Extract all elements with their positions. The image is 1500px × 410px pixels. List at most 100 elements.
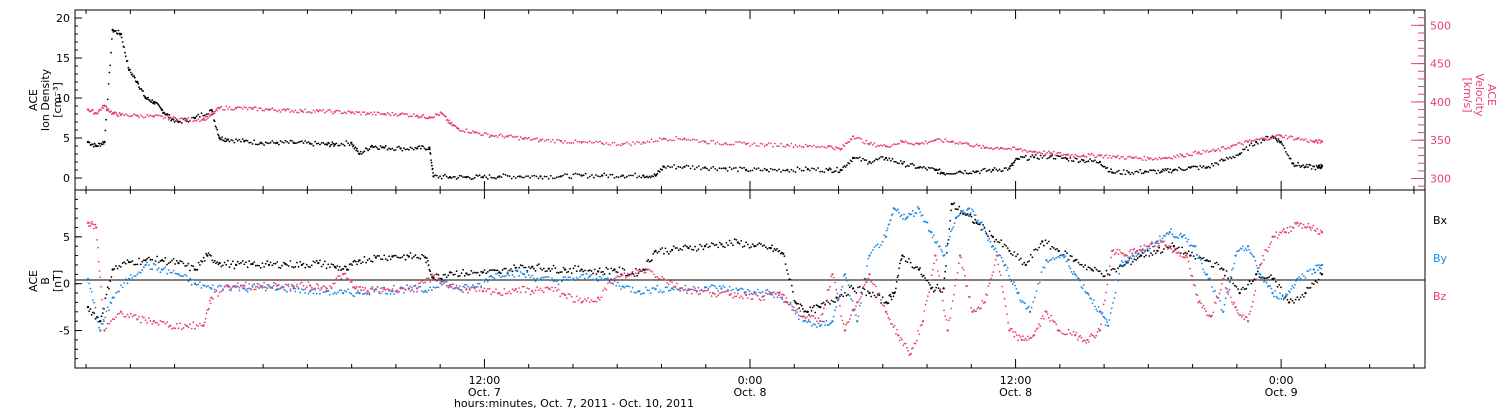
field-bz-point: [686, 292, 688, 295]
field-bz-point: [643, 271, 645, 274]
velocity-point: [613, 141, 616, 144]
field-bz-point: [1152, 245, 1154, 248]
velocity-point: [1071, 153, 1073, 156]
density-point: [337, 144, 339, 147]
field-by-point: [603, 278, 606, 281]
field-by-point: [549, 279, 552, 282]
field-by-point: [848, 294, 851, 297]
field-bx-point: [1011, 254, 1014, 256]
field-bx-point: [590, 270, 593, 272]
density-point: [1100, 163, 1102, 166]
field-bx-point: [998, 241, 1001, 244]
field-bx-point: [416, 256, 418, 259]
field-bx-point: [248, 260, 251, 262]
velocity-point: [970, 145, 973, 148]
density-point: [969, 172, 971, 175]
field-by-point: [439, 282, 441, 285]
velocity-point: [1028, 150, 1030, 153]
field-bz-point: [506, 292, 509, 295]
field-by-point: [1317, 269, 1319, 272]
velocity-point: [1127, 156, 1129, 158]
field-bx-point: [124, 262, 127, 265]
field-bz-point: [1043, 317, 1045, 320]
field-by-point: [835, 306, 838, 308]
density-point: [1225, 156, 1228, 159]
field-bx-point: [467, 273, 469, 276]
velocity-point: [460, 130, 463, 132]
density-point: [115, 29, 117, 32]
field-bx-point: [942, 287, 945, 290]
velocity-point: [500, 133, 502, 136]
field-bz-point: [958, 254, 962, 257]
density-point: [1181, 168, 1183, 171]
density-point: [498, 175, 501, 178]
density-point: [356, 150, 359, 153]
field-bz-point: [610, 282, 613, 285]
velocity-point: [1303, 139, 1305, 142]
field-bz-point: [866, 281, 868, 283]
field-bz-point: [258, 283, 260, 286]
field-bz-point: [205, 312, 208, 315]
field-by-point: [526, 271, 529, 274]
density-point: [710, 167, 713, 170]
density-point: [1199, 165, 1202, 167]
field-by-point: [157, 267, 160, 269]
field-by-point: [314, 287, 316, 290]
velocity-point: [1191, 154, 1193, 157]
field-bx-point: [223, 261, 226, 264]
field-bx-point: [980, 229, 983, 231]
density-point: [1163, 169, 1165, 172]
field-bx-point: [1245, 287, 1248, 290]
field-bz-point: [1226, 287, 1228, 290]
density-point: [92, 145, 95, 148]
field-bz-point: [210, 296, 213, 299]
velocity-point: [281, 109, 283, 111]
field-bx-point: [90, 313, 93, 316]
density-point: [197, 113, 200, 116]
velocity-point: [1210, 150, 1213, 152]
density-point: [279, 140, 282, 142]
field-by-point: [1263, 280, 1265, 283]
density-point: [123, 46, 126, 48]
field-bz-point: [845, 323, 847, 326]
field-bz-point: [768, 290, 771, 293]
density-point: [1011, 162, 1013, 165]
density-point: [378, 148, 381, 151]
field-bz-point: [957, 262, 960, 265]
field-by-point: [664, 286, 667, 289]
field-bz-point: [172, 327, 175, 329]
field-by-point: [115, 292, 117, 294]
density-point: [1074, 157, 1077, 160]
velocity-point: [126, 114, 129, 117]
density-point: [180, 122, 183, 124]
field-bx-point: [462, 268, 464, 271]
density-point: [932, 167, 935, 170]
field-bz-point: [166, 321, 168, 324]
velocity-point: [985, 146, 988, 149]
density-point: [960, 171, 963, 174]
field-by-point: [276, 288, 279, 291]
field-by-point: [1103, 317, 1106, 320]
density-point: [825, 167, 828, 170]
field-bx-point: [1252, 280, 1254, 283]
density-point: [1079, 160, 1081, 163]
velocity-point: [884, 145, 888, 148]
field-by-point: [1015, 288, 1018, 290]
field-bz-point: [638, 270, 641, 273]
density-axis-title: ACE Ion Density [cm⁻³]: [27, 68, 64, 131]
field-bx-point: [267, 263, 271, 267]
field-by-point: [1050, 258, 1053, 261]
field-bz-point: [1189, 267, 1191, 270]
field-bz-point: [1201, 306, 1204, 309]
velocity-point: [133, 113, 136, 115]
field-bx-point: [276, 261, 279, 263]
velocity-point: [241, 108, 244, 110]
field-by-point: [649, 292, 652, 295]
field-bx-point: [228, 266, 231, 269]
field-by-point: [743, 292, 746, 295]
field-bz-point: [1071, 334, 1073, 336]
field-bz-point: [485, 290, 488, 293]
field-by-point: [1320, 267, 1323, 270]
density-point: [995, 168, 998, 171]
velocity-point: [297, 111, 300, 114]
